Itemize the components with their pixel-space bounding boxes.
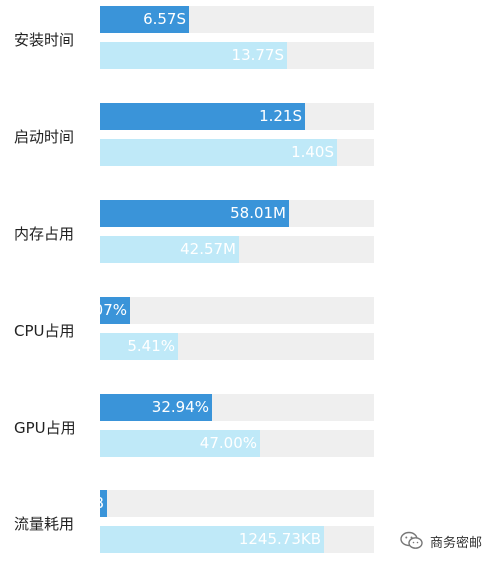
data-label: 58.01M [230, 204, 286, 222]
bar-first: 58.01M [100, 200, 289, 227]
category-label: 内存占用 [14, 225, 75, 243]
bar-second: 13.77S [100, 42, 287, 69]
bar-first: 38KB [100, 490, 107, 517]
watermark-text: 商务密邮 [430, 535, 483, 551]
watermark: 商务密邮 [400, 528, 482, 554]
bar-track: 32.94% [100, 394, 374, 421]
bar-second: 5.41% [100, 333, 178, 360]
bar-track: 13.77S [100, 42, 374, 69]
data-label: 2.07% [100, 301, 127, 319]
bar-track: 6.57S [100, 6, 374, 33]
category-label: 启动时间 [14, 128, 75, 146]
category-label: 安装时间 [14, 31, 75, 49]
bar-track: 42.57M [100, 236, 374, 263]
bar-first: 6.57S [100, 6, 189, 33]
bar-track: 1.21S [100, 103, 374, 130]
data-label: 42.57M [180, 240, 236, 258]
data-label: 5.41% [127, 337, 175, 355]
data-label: 1.40S [291, 143, 334, 161]
bar-track: 1.40S [100, 139, 374, 166]
category-label: 流量耗用 [14, 515, 75, 533]
bar-track: 2.07% [100, 297, 374, 324]
bar-second: 1.40S [100, 139, 337, 166]
bar-second: 42.57M [100, 236, 239, 263]
category-label: CPU占用 [14, 322, 75, 340]
bar-track: 5.41% [100, 333, 374, 360]
data-label: 1.21S [259, 107, 302, 125]
bar-track: 38KB [100, 490, 374, 517]
data-label: 32.94% [151, 398, 209, 416]
bar-track: 47.00% [100, 430, 374, 457]
data-label: 38KB [100, 490, 107, 517]
data-label: 1245.73KB [238, 530, 321, 548]
bar-track: 58.01M [100, 200, 374, 227]
data-label: 47.00% [199, 434, 257, 452]
data-label: 13.77S [231, 46, 284, 64]
data-label: 6.57S [143, 10, 186, 28]
bar-track: 1245.73KB [100, 526, 374, 553]
bar-first: 32.94% [100, 394, 212, 421]
category-label: GPU占用 [14, 419, 76, 437]
bar-first: 2.07% [100, 297, 130, 324]
bar-second: 47.00% [100, 430, 260, 457]
bar-first: 1.21S [100, 103, 305, 130]
bar-second: 1245.73KB [100, 526, 324, 553]
wechat-icon [400, 531, 423, 549]
